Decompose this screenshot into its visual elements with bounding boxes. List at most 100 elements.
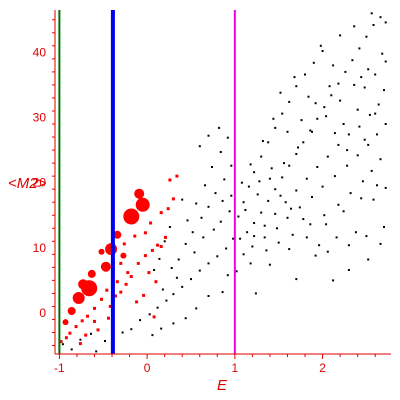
data-point-red-square	[93, 306, 96, 310]
data-point-black	[351, 59, 354, 62]
data-point-black	[158, 257, 161, 260]
data-point-black	[365, 235, 368, 238]
data-point-black	[368, 113, 371, 116]
y-tick-label: 30	[33, 111, 47, 125]
data-point-black	[267, 141, 270, 144]
data-point-black	[372, 198, 375, 201]
data-point-black	[370, 12, 373, 15]
data-point-black	[384, 21, 387, 24]
data-point-black	[214, 192, 217, 195]
data-point-black	[361, 180, 364, 183]
data-point-black	[311, 196, 313, 198]
data-point-black	[279, 194, 282, 197]
data-point-black	[367, 258, 370, 261]
data-point-black	[212, 228, 215, 231]
data-point-black	[274, 212, 277, 215]
data-point-black	[181, 198, 184, 201]
data-point-black	[70, 348, 73, 351]
data-point-red-square	[100, 297, 103, 301]
data-point-black	[347, 133, 350, 136]
data-point-black	[219, 151, 222, 153]
data-point-black	[121, 331, 124, 334]
data-point-black	[384, 60, 387, 63]
data-point-black	[312, 61, 315, 64]
data-point-black	[175, 276, 178, 279]
data-point-black	[195, 307, 198, 310]
data-point-black	[288, 248, 291, 251]
data-point-black	[277, 241, 280, 244]
data-point-red-square	[150, 248, 154, 252]
data-point-black	[288, 164, 291, 167]
data-point-black	[207, 134, 210, 137]
data-point-black	[216, 255, 219, 258]
data-point-black	[353, 25, 356, 28]
data-point-black	[358, 125, 361, 128]
data-point-black	[281, 112, 284, 115]
data-point-black	[358, 47, 361, 50]
data-point-black	[61, 343, 64, 346]
data-point-black	[302, 218, 305, 221]
data-point-black	[263, 236, 266, 239]
data-point-black	[316, 166, 319, 168]
data-point-black	[286, 130, 289, 133]
data-point-black	[326, 155, 329, 158]
data-point-black	[365, 35, 368, 38]
data-point-red-circle	[135, 197, 150, 212]
data-point-black	[342, 210, 345, 213]
data-point-black	[244, 209, 247, 211]
data-point-black	[279, 91, 282, 94]
y-tick-label: 10	[33, 241, 47, 255]
data-point-black	[305, 177, 308, 180]
data-point-black	[346, 149, 349, 152]
data-point-black	[226, 274, 229, 277]
data-point-black	[339, 99, 342, 102]
data-point-red-square	[122, 242, 126, 246]
data-point-red-circle	[62, 319, 69, 326]
data-point-black	[384, 186, 387, 189]
data-point-black	[177, 258, 180, 261]
data-layer	[59, 12, 387, 353]
data-point-black	[276, 227, 278, 230]
data-point-black	[230, 164, 233, 167]
data-point-black	[314, 254, 317, 257]
data-point-black	[281, 176, 284, 179]
data-point-black	[377, 103, 380, 106]
data-point-black	[272, 117, 275, 120]
data-point-black	[290, 207, 292, 210]
data-point-black	[258, 180, 261, 183]
data-point-black	[274, 126, 277, 129]
data-point-black	[104, 340, 106, 342]
data-point-black	[302, 141, 305, 144]
data-point-red-square	[159, 245, 163, 248]
x-tick-label: 0	[144, 361, 151, 375]
data-point-red-square	[175, 174, 179, 178]
data-point-black	[95, 350, 98, 353]
data-point-black	[297, 146, 299, 149]
data-point-black	[344, 70, 347, 73]
data-point-red-circle	[67, 307, 76, 315]
data-point-black	[300, 119, 303, 122]
data-point-black	[337, 203, 340, 206]
data-point-black	[253, 222, 256, 224]
data-point-red-square	[147, 271, 151, 275]
data-point-black	[372, 24, 375, 26]
data-point-black	[333, 175, 336, 178]
data-point-red-square	[78, 342, 82, 346]
data-point-black	[242, 201, 245, 204]
data-point-black	[379, 158, 382, 161]
data-point-black	[230, 194, 233, 197]
data-point-red-square	[149, 221, 153, 225]
data-point-black	[221, 199, 224, 202]
data-point-red-square	[107, 316, 110, 320]
data-point-black	[376, 133, 378, 136]
data-point-black	[383, 226, 385, 228]
data-point-black	[235, 270, 238, 273]
data-point-black	[298, 206, 301, 209]
data-point-red-circle	[113, 230, 122, 239]
data-point-black	[260, 211, 263, 214]
data-point-black	[251, 245, 254, 248]
data-point-red-square	[86, 314, 89, 318]
data-point-black	[347, 244, 350, 247]
data-point-red-square	[68, 331, 72, 335]
